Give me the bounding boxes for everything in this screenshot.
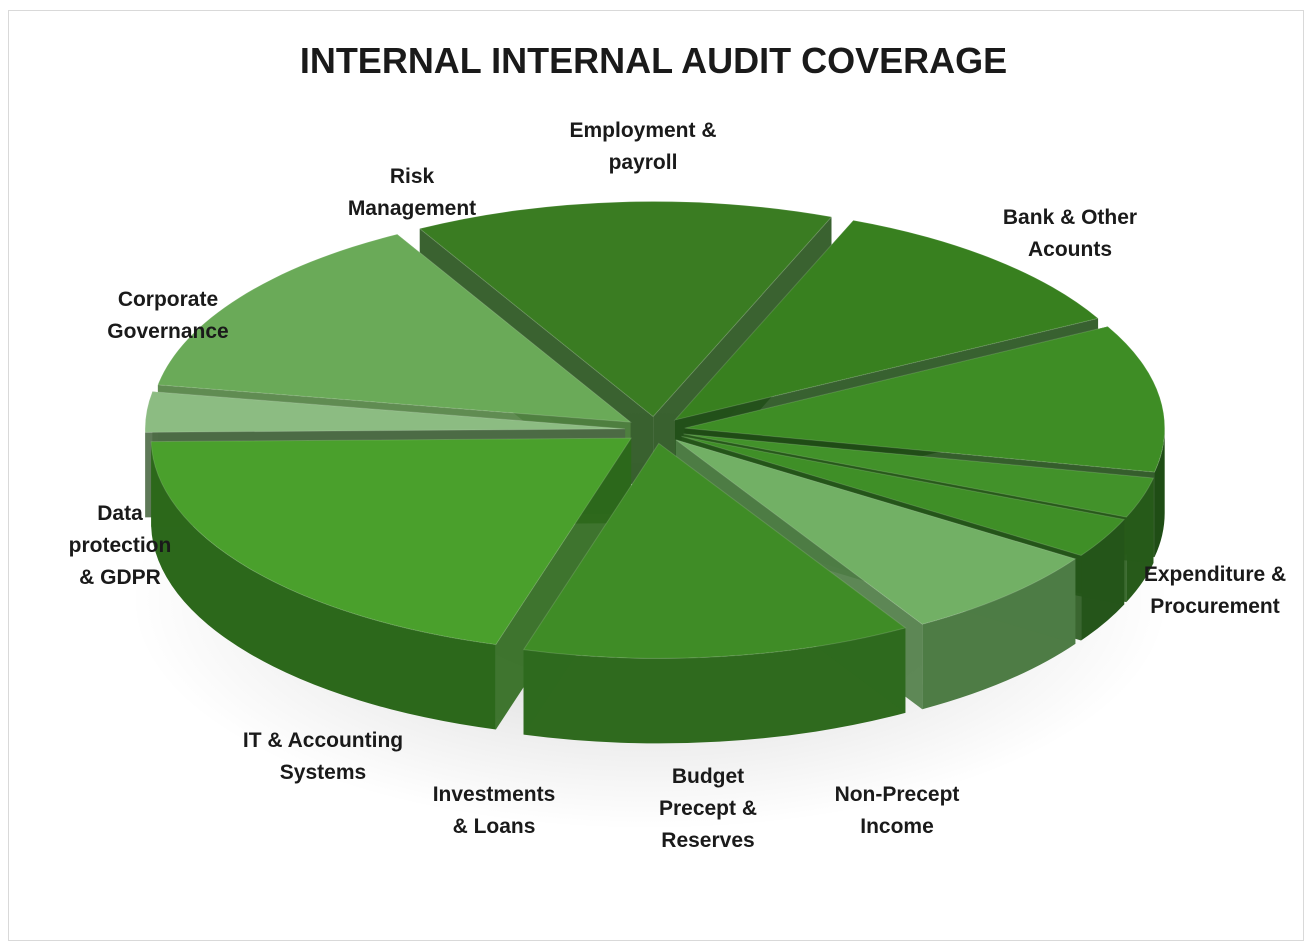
pie-slice-top — [157, 233, 633, 423]
slice-label: Risk Management — [348, 165, 476, 220]
pie-slice-top — [681, 435, 1126, 557]
slice-label: Corporate Governance — [107, 288, 228, 343]
pie-slice-side — [523, 627, 906, 744]
pie-slice-top — [150, 437, 633, 646]
pie-slice-top — [144, 391, 626, 433]
pie-slice — [150, 437, 633, 730]
slice-label: Non-Precept Income — [835, 783, 960, 838]
pie-slice-top — [673, 219, 1100, 421]
chart-title: INTERNAL INTERNAL AUDIT COVERAGE — [299, 40, 1008, 81]
slice-label: Employment & payroll — [569, 119, 716, 174]
slice-label: Budget Precept & Reserves — [659, 765, 757, 852]
slice-label: IT & Accounting Systems — [243, 729, 403, 784]
slice-label: Bank & Other Acounts — [1003, 206, 1137, 261]
slice-label: Expenditure & Procurement — [1144, 563, 1286, 618]
pie-slice-top — [684, 325, 1166, 473]
pie-slice-top — [418, 201, 833, 418]
pie-slice-top — [683, 433, 1155, 518]
pie-slice-side — [1154, 428, 1165, 558]
pie-slice-side — [151, 441, 496, 730]
slice-label: Data protection & GDPR — [69, 502, 172, 589]
pie-slice — [522, 442, 907, 744]
pie-slice-top — [522, 442, 907, 659]
pie-slice-top — [675, 439, 1077, 625]
slice-label: Investments & Loans — [433, 783, 556, 838]
